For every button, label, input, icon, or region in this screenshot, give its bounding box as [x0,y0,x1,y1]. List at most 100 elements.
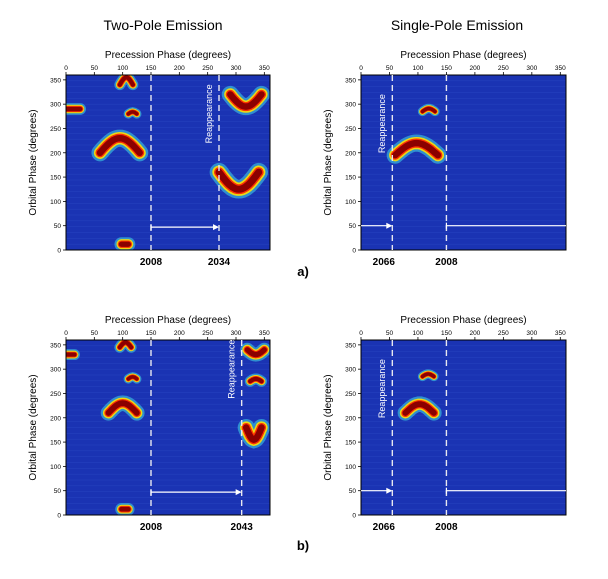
y-tick-label: 350 [50,342,61,349]
x-tick-label: 300 [526,65,537,72]
x-tick-label: 50 [91,330,99,337]
year-label: 2008 [140,257,163,268]
x-axis-ticks: 0 50 100 150 200 250 300 350 [64,330,270,340]
y-tick-label: 150 [345,175,356,182]
emission-regions [397,369,442,421]
y-tick-label: 0 [57,513,61,520]
x-tick-label: 250 [498,330,509,337]
x-tick-label: 0 [359,65,363,72]
x-tick-label: 150 [441,330,452,337]
reappearance-label: Reappearance [204,84,214,143]
x-tick-label: 150 [146,65,157,72]
x-tick-label: 150 [441,65,452,72]
y-tick-label: 50 [54,223,62,230]
row-label-a: a) [297,264,309,279]
emission-core [126,110,139,116]
x-tick-label: 250 [498,65,509,72]
x-tick-label: 300 [231,65,242,72]
y-tick-label: 50 [54,488,62,495]
x-tick-label: 200 [469,330,480,337]
emission-regions [386,103,447,164]
y-tick-label: 50 [349,488,357,495]
y-tick-label: 200 [50,150,61,157]
x-tick-label: 50 [386,65,394,72]
y-axis-label: Orbital Phase (degrees) [323,109,334,215]
y-tick-label: 300 [345,102,356,109]
x-tick-label: 350 [555,330,566,337]
arrow-head [386,487,393,494]
emission-core [420,372,436,379]
y-axis-label: Orbital Phase (degrees) [28,109,39,215]
x-tick-label: 0 [64,330,68,337]
y-axis-ticks: 0 50 100 150 200 250 300 350 [345,77,361,255]
y-tick-label: 250 [50,126,61,133]
emission-core [117,340,134,350]
emission-core [242,424,265,444]
x-tick-label: 100 [117,330,128,337]
y-tick-label: 250 [50,391,61,398]
x-tick-label: 350 [259,65,270,72]
emission-core [244,347,267,358]
reappearance-label: Reappearance [377,94,387,153]
y-tick-label: 150 [345,440,356,447]
x-tick-label: 100 [413,65,424,72]
column-title-right: Single-Pole Emission [391,17,523,33]
arrow-head [386,222,393,229]
x-tick-label: 200 [469,65,480,72]
scanlines [361,340,566,515]
y-tick-label: 300 [345,367,356,374]
x-axis-ticks: 0 50 100 150 200 250 300 350 [64,65,270,75]
y-tick-label: 250 [345,391,356,398]
x-tick-label: 300 [231,330,242,337]
emission-core [117,75,135,87]
x-axis-label: Precession Phase (degrees) [400,315,526,326]
y-tick-label: 0 [57,248,61,255]
y-tick-label: 100 [345,464,356,471]
year-label: 2034 [208,257,231,268]
y-axis-ticks: 0 50 100 150 200 250 300 350 [345,342,361,520]
y-tick-label: 150 [50,175,61,182]
plot-frame [360,339,567,516]
y-tick-label: 100 [50,199,61,206]
scanlines [66,340,270,515]
reappearance-label: Reappearance [226,340,236,399]
x-tick-label: 250 [202,65,213,72]
y-axis-label: Orbital Phase (degrees) [28,374,39,480]
y-tick-label: 100 [345,199,356,206]
arrow-head [213,224,219,231]
x-tick-label: 50 [386,330,394,337]
year-label: 2043 [231,522,254,533]
emission-core [96,134,143,157]
emission-core [227,91,265,110]
emission-core [420,106,437,114]
column-title-left: Two-Pole Emission [103,17,222,33]
y-tick-label: 150 [50,440,61,447]
y-tick-label: 0 [352,248,356,255]
emission-core [391,139,442,159]
emission-core [105,400,140,416]
year-label: 2008 [435,257,458,268]
x-tick-label: 0 [359,330,363,337]
plot-frame [65,74,271,251]
y-tick-label: 0 [352,513,356,520]
y-tick-label: 100 [50,464,61,471]
panel-single-pole-a: 0 50 100 150 200 250 300 3500501001502002503003… [323,50,567,268]
x-tick-label: 100 [117,65,128,72]
emission-regions [66,340,270,515]
x-axis-label: Precession Phase (degrees) [400,50,526,61]
y-tick-label: 350 [345,342,356,349]
plot-frame [360,74,567,251]
y-tick-label: 50 [349,223,357,230]
x-axis-label: Precession Phase (degrees) [105,50,231,61]
x-tick-label: 250 [202,330,213,337]
y-tick-label: 200 [50,415,61,422]
y-axis-label: Orbital Phase (degrees) [323,374,334,480]
y-tick-label: 350 [50,77,61,84]
year-label: 2066 [373,522,396,533]
x-tick-label: 200 [174,330,185,337]
y-tick-label: 250 [345,126,356,133]
panel-two-pole-b: 0 50 100 150 200 250 300 3500501001502002503003… [28,315,271,533]
y-tick-label: 300 [50,367,61,374]
y-tick-label: 200 [345,415,356,422]
